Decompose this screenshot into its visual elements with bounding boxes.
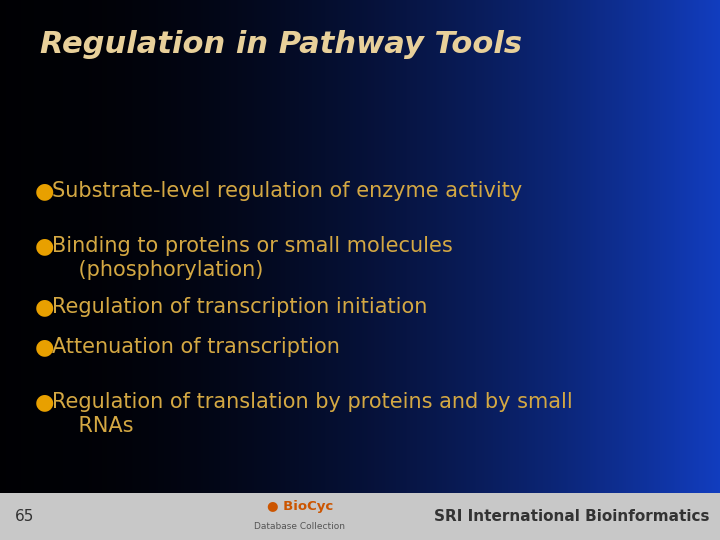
Text: Attenuation of transcription: Attenuation of transcription: [52, 337, 340, 357]
Text: ●: ●: [35, 181, 54, 201]
Text: ● BioCyc: ● BioCyc: [267, 500, 333, 512]
FancyBboxPatch shape: [0, 493, 720, 540]
Text: ●: ●: [35, 337, 54, 357]
Text: ●: ●: [35, 393, 54, 413]
Text: 65: 65: [15, 509, 35, 524]
Text: Regulation of translation by proteins and by small
    RNAs: Regulation of translation by proteins an…: [52, 393, 572, 436]
Text: Substrate-level regulation of enzyme activity: Substrate-level regulation of enzyme act…: [52, 181, 522, 201]
Text: Binding to proteins or small molecules
    (phosphorylation): Binding to proteins or small molecules (…: [52, 237, 453, 280]
Text: ●: ●: [35, 297, 54, 317]
Text: ●: ●: [35, 237, 54, 256]
Text: Database Collection: Database Collection: [254, 522, 346, 531]
Text: SRI International Bioinformatics: SRI International Bioinformatics: [434, 509, 710, 524]
Text: Regulation of transcription initiation: Regulation of transcription initiation: [52, 297, 427, 317]
Text: Regulation in Pathway Tools: Regulation in Pathway Tools: [40, 30, 521, 59]
